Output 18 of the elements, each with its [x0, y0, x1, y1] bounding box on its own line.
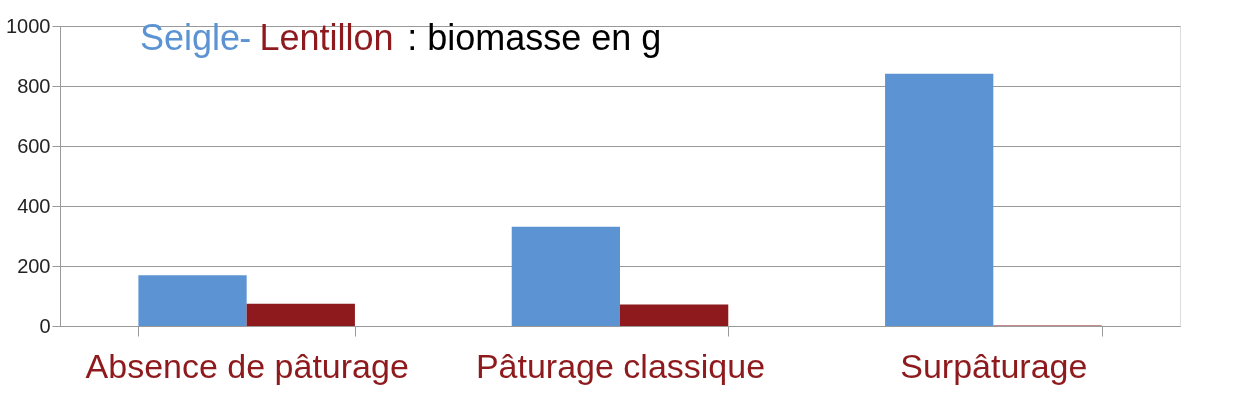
- x-tick-label: Absence de pâturage: [85, 346, 409, 385]
- y-tick-label: 200: [17, 254, 51, 277]
- y-tick-label: 1000: [6, 14, 51, 37]
- x-tick-label: Surpâturage: [900, 346, 1088, 385]
- x-tick-label: Pâturage classique: [475, 346, 766, 385]
- bar: [511, 226, 620, 326]
- bar: [620, 304, 729, 326]
- chart-title: : biomasse en g: [407, 17, 662, 58]
- y-tick-label: 800: [17, 74, 51, 97]
- annotation: -: [239, 17, 252, 58]
- y-tick-label: 600: [17, 134, 51, 157]
- bar: [246, 303, 355, 326]
- text: Seigle: [140, 17, 241, 58]
- bar: [138, 275, 247, 326]
- y-tick-label: 0: [39, 314, 51, 337]
- y-tick-label: 400: [17, 194, 51, 217]
- text: Lentillon: [259, 17, 394, 58]
- bar: [885, 73, 994, 326]
